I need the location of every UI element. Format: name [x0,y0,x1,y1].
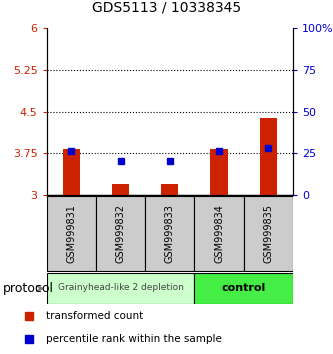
Text: GSM999832: GSM999832 [116,204,126,263]
Text: transformed count: transformed count [46,311,143,321]
Text: control: control [222,283,266,293]
FancyBboxPatch shape [194,196,244,271]
FancyBboxPatch shape [47,273,194,304]
Text: GSM999834: GSM999834 [214,204,224,263]
FancyBboxPatch shape [47,196,96,271]
Text: Grainyhead-like 2 depletion: Grainyhead-like 2 depletion [58,283,183,292]
FancyBboxPatch shape [194,273,293,304]
Text: protocol: protocol [3,282,54,295]
Bar [161,184,178,195]
FancyBboxPatch shape [96,196,145,271]
Text: GSM999833: GSM999833 [165,204,175,263]
Text: GSM999835: GSM999835 [263,204,273,263]
Bar [112,184,129,195]
Bar [63,149,80,195]
Bar [210,149,228,195]
Text: GDS5113 / 10338345: GDS5113 / 10338345 [92,0,241,14]
Bar [260,118,277,195]
FancyBboxPatch shape [145,196,194,271]
Text: percentile rank within the sample: percentile rank within the sample [46,334,222,344]
Text: GSM999831: GSM999831 [66,204,76,263]
FancyBboxPatch shape [244,196,293,271]
